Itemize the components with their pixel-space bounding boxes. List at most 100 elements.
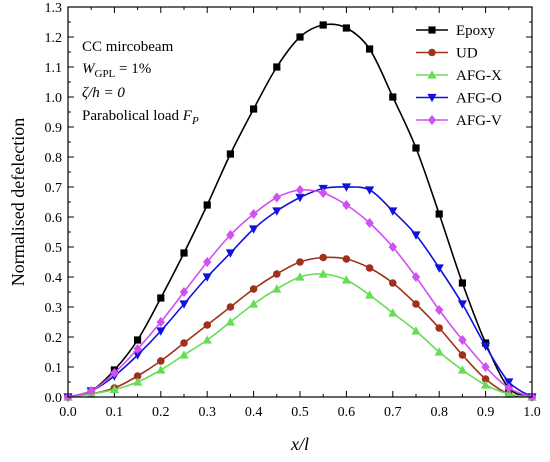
data-point-afg-v <box>458 335 467 345</box>
legend-label: Epoxy <box>456 23 496 39</box>
data-point-afg-v <box>388 242 397 252</box>
data-point-afg-v <box>203 257 212 267</box>
data-point-afg-x <box>504 389 514 398</box>
data-point-afg-x <box>481 380 491 389</box>
data-point-afg-v <box>504 383 513 393</box>
data-point-afg-x <box>202 335 212 344</box>
data-point-afg-v <box>481 362 490 372</box>
data-point-afg-o <box>225 249 235 258</box>
annotation-block: CC mircobeam WGPL = 1% ζ/h = 0 Parabolic… <box>82 39 199 127</box>
y-tick-label: 0.7 <box>45 181 63 196</box>
legend-label: UD <box>456 46 478 62</box>
data-point-ud <box>365 264 374 272</box>
data-point-afg-x <box>225 317 235 326</box>
x-tick-label: 0.3 <box>198 405 216 420</box>
legend-label: AFG-V <box>456 113 502 129</box>
data-point-afg-x <box>109 384 119 394</box>
data-point-afg-x <box>341 275 351 284</box>
data-point-afg-x <box>295 272 305 281</box>
data-point-epoxy <box>250 105 258 113</box>
data-point-afg-x <box>388 308 398 317</box>
data-point-epoxy <box>273 63 281 71</box>
data-point-afg-x <box>434 347 444 356</box>
data-point-ud <box>412 300 420 308</box>
data-point-ud <box>180 339 188 347</box>
data-point-afg-x <box>249 299 259 308</box>
x-tick-labels: 0.0 0.1 0.2 0.3 0.4 0.5 0.6 0.7 0.8 0.9 1.0 <box>59 405 541 420</box>
data-point-ud <box>435 324 444 332</box>
data-point-afg-v <box>179 287 189 297</box>
data-point-afg-o <box>388 207 398 216</box>
series-afg-x <box>63 269 537 401</box>
axes-frame <box>67 6 533 398</box>
data-point-afg-v <box>156 317 165 327</box>
legend: Epoxy UD AFG-X AFG-O AFG-V <box>416 23 502 129</box>
data-point-afg-v <box>365 218 374 228</box>
y-tick-label: 0.8 <box>45 151 63 166</box>
data-point-afg-v <box>295 185 305 195</box>
data-point-ud <box>481 375 490 383</box>
data-point-afg-x <box>133 377 143 386</box>
series-layer <box>63 21 537 402</box>
data-point-ud <box>389 279 397 287</box>
data-point-afg-o <box>156 327 166 336</box>
data-point-afg-x <box>457 365 467 374</box>
data-point-afg-v <box>249 209 258 219</box>
y-tick-label: 1.3 <box>45 1 63 16</box>
data-point-epoxy <box>203 201 211 209</box>
data-point-afg-o <box>249 225 259 234</box>
data-point-afg-v <box>342 200 351 210</box>
data-point-afg-v <box>110 368 119 378</box>
legend-swatch-marker <box>427 115 437 125</box>
data-point-afg-v <box>87 386 96 396</box>
y-tick-label: 0.4 <box>45 271 63 286</box>
data-point-afg-o <box>272 207 282 216</box>
data-point-epoxy <box>342 24 350 32</box>
x-tick-label: 0.0 <box>59 405 77 420</box>
data-point-afg-x <box>318 269 328 278</box>
y-tick-label: 0.0 <box>45 391 63 406</box>
data-point-afg-v <box>319 188 328 198</box>
y-tick-label: 0.6 <box>45 211 63 226</box>
data-point-afg-o <box>481 342 491 351</box>
data-point-epoxy <box>366 45 374 53</box>
legend-swatch-marker <box>428 26 436 34</box>
data-point-epoxy <box>180 249 188 257</box>
data-point-ud <box>319 253 328 262</box>
legend-label: AFG-O <box>456 91 502 107</box>
data-point-afg-x <box>179 350 189 359</box>
data-point-afg-x <box>411 326 421 335</box>
data-point-afg-o <box>411 231 421 240</box>
data-point-ud <box>458 351 467 359</box>
data-point-afg-x <box>156 365 166 374</box>
data-point-epoxy <box>296 33 304 41</box>
y-tick-label: 0.1 <box>45 361 63 376</box>
data-point-epoxy <box>412 144 420 152</box>
data-point-epoxy <box>157 294 165 302</box>
data-point-epoxy <box>458 279 466 287</box>
legend-swatch-marker <box>427 70 437 79</box>
annotation-gpl-weight: WGPL = 1% <box>82 61 151 80</box>
data-point-ud <box>342 255 351 263</box>
y-tick-labels: 0.0 0.1 0.2 0.3 0.4 0.5 0.6 0.7 0.8 0.9 1.0 1.1 1.2 1… <box>45 1 63 406</box>
data-point-epoxy <box>226 150 234 158</box>
legend-item-ud: UD <box>416 46 478 62</box>
legend-item-afg-o: AFG-O <box>416 91 502 107</box>
legend-item-afg-x: AFG-X <box>416 68 502 84</box>
data-point-afg-o <box>295 193 305 203</box>
data-point-afg-o <box>341 183 351 192</box>
data-point-afg-o <box>504 378 514 387</box>
data-point-afg-x <box>272 284 282 293</box>
y-tick-label: 1.0 <box>45 91 63 106</box>
annotation-beam-type: CC mircobeam <box>82 39 174 55</box>
x-tick-label: 1.0 <box>523 405 541 420</box>
x-tick-label: 0.9 <box>477 405 495 420</box>
data-point-afg-o <box>365 186 375 195</box>
data-point-ud <box>273 270 281 278</box>
y-tick-label: 0.5 <box>45 241 63 256</box>
data-point-afg-o <box>179 300 189 309</box>
data-point-ud <box>226 303 235 311</box>
x-tick-label: 0.5 <box>291 405 309 420</box>
data-point-epoxy <box>134 336 142 344</box>
